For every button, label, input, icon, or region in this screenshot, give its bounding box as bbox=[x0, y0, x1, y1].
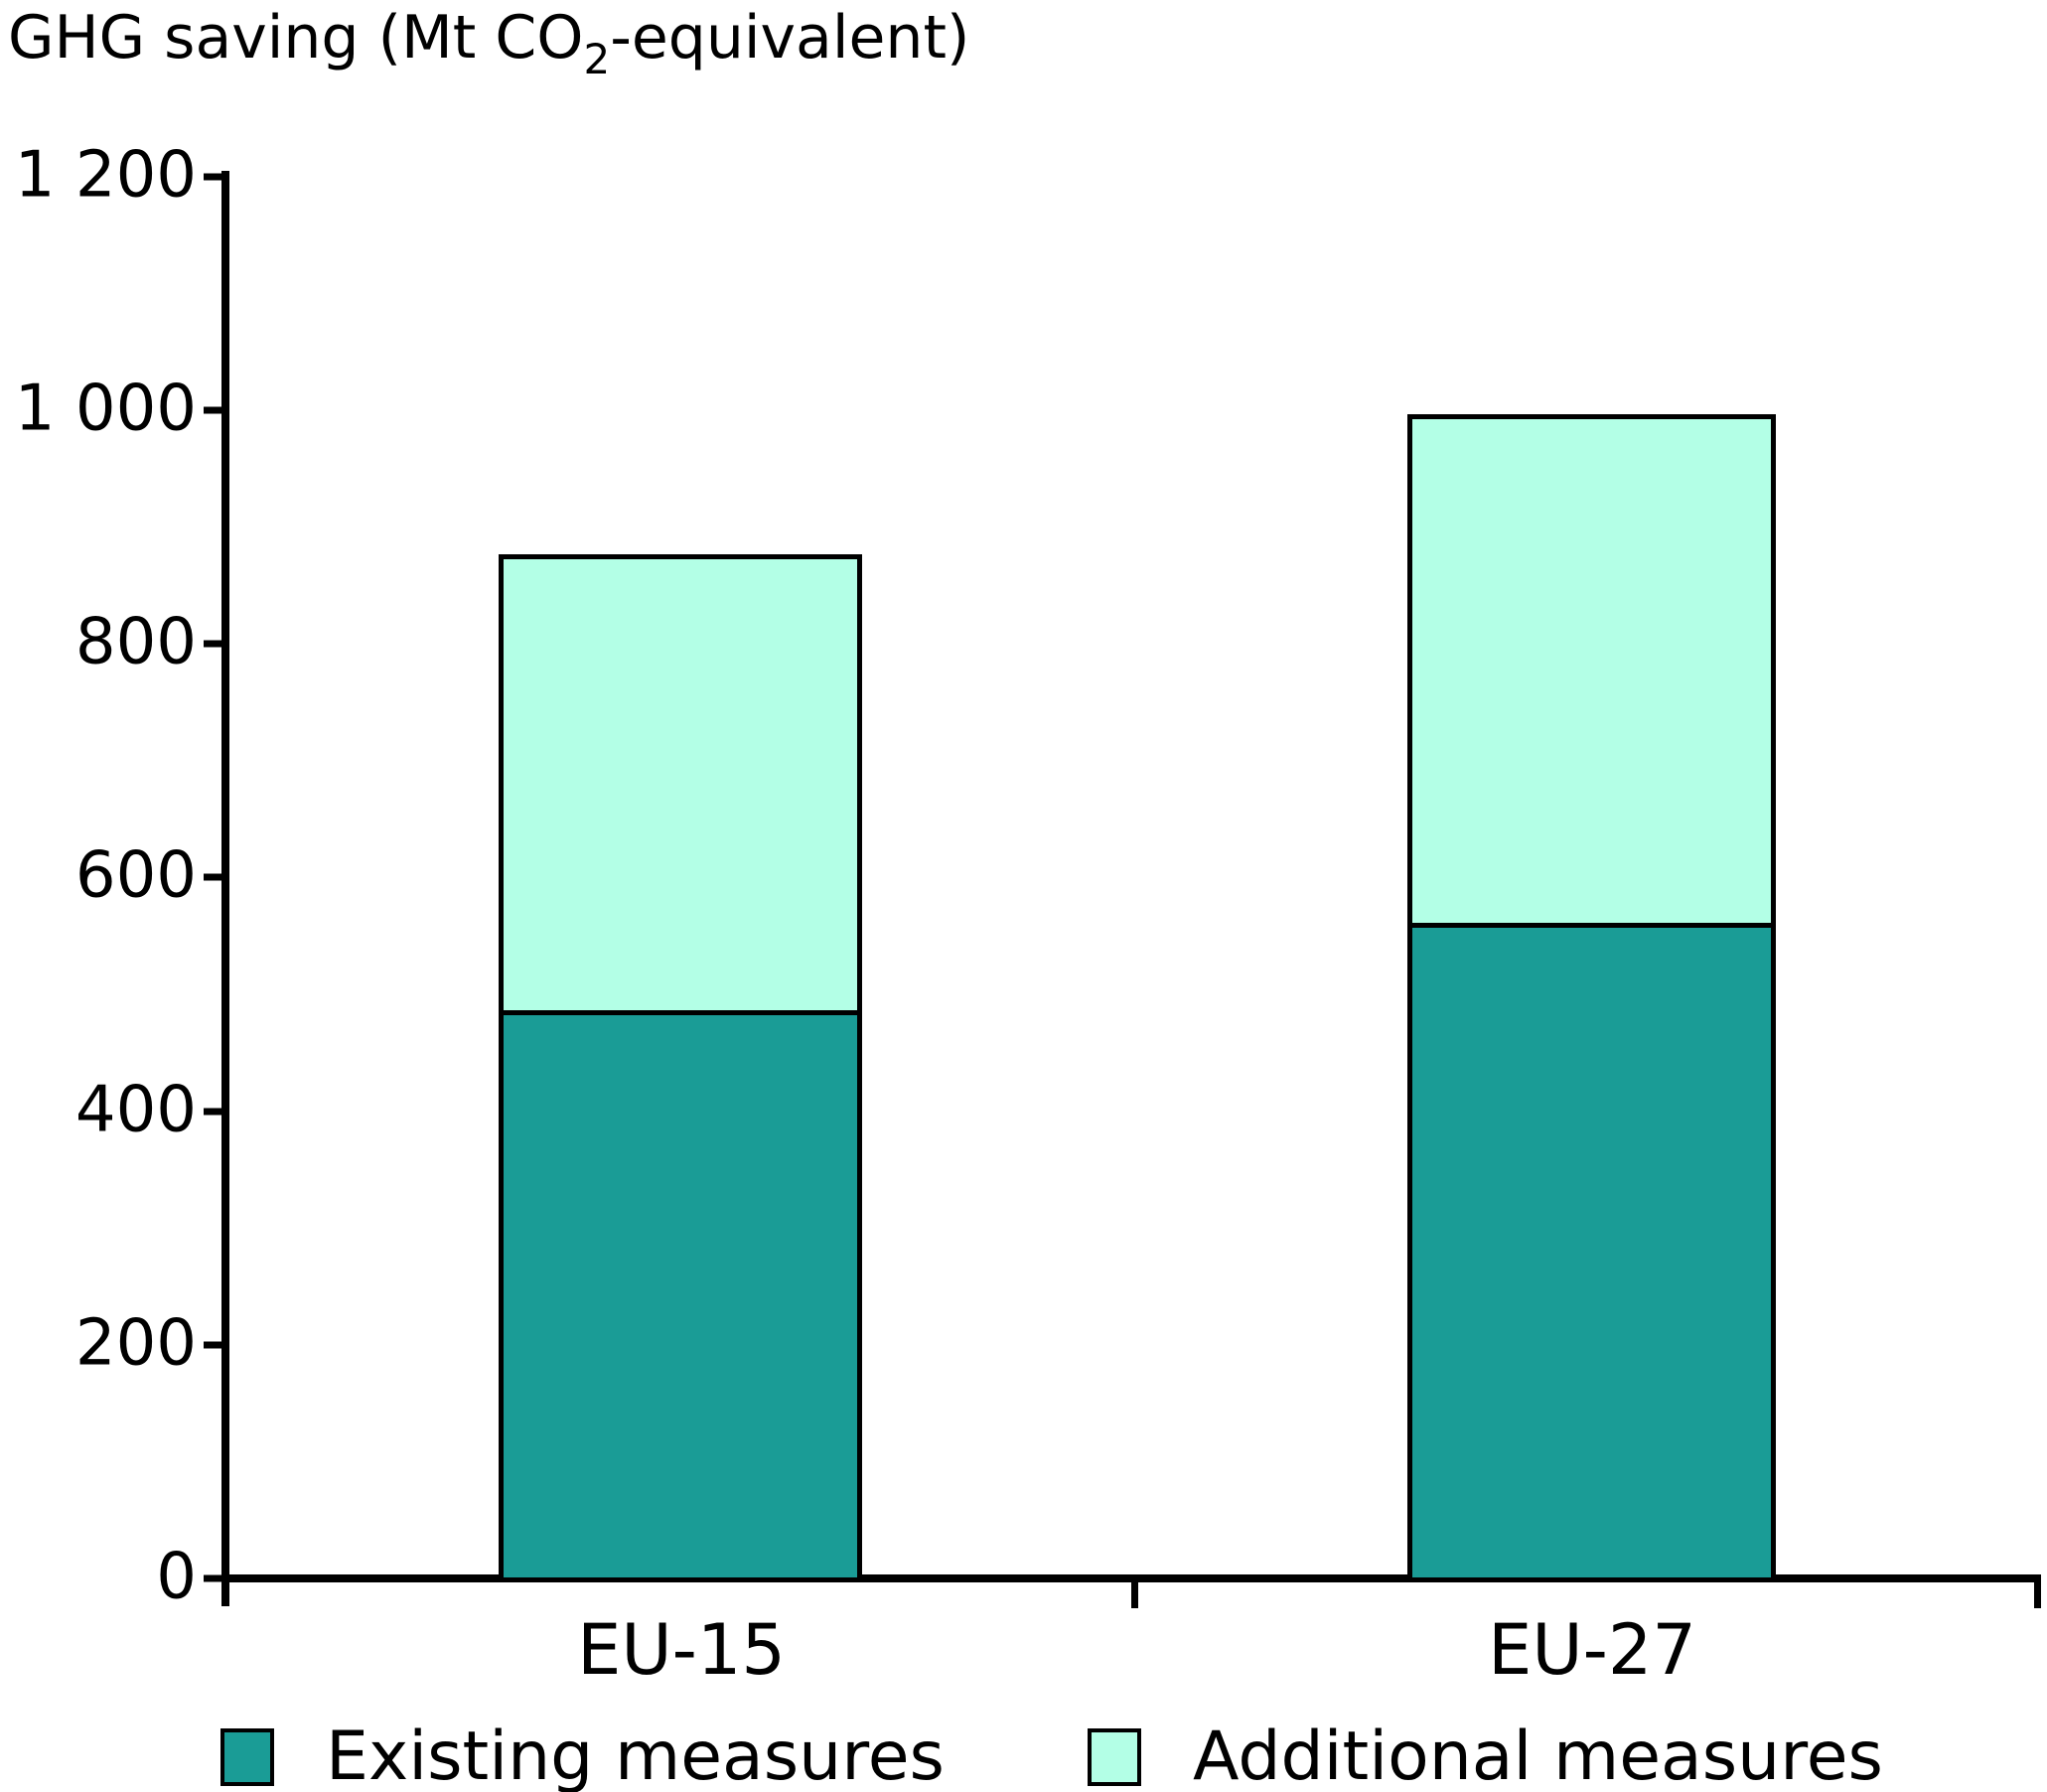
bar-segment-additional-measures bbox=[1412, 419, 1771, 928]
y-tick bbox=[204, 640, 223, 648]
y-tick-label: 400 bbox=[74, 1073, 197, 1147]
bar-eu-27 bbox=[1407, 414, 1776, 1582]
y-tick-label: 0 bbox=[156, 1540, 197, 1614]
y-tick bbox=[204, 873, 223, 881]
chart-title-suffix: -equivalent) bbox=[610, 3, 970, 73]
y-tick-label: 600 bbox=[74, 838, 197, 913]
legend-swatch-additional-measures bbox=[1088, 1728, 1141, 1786]
x-tick bbox=[2034, 1582, 2041, 1608]
legend-item-existing-measures: Existing measures bbox=[220, 1723, 945, 1791]
y-tick-label: 800 bbox=[74, 605, 197, 679]
legend-swatch-existing-measures bbox=[220, 1728, 274, 1786]
chart-title-subscript: 2 bbox=[583, 35, 611, 83]
bar-segment-additional-measures bbox=[504, 559, 857, 1015]
x-tick bbox=[1131, 1582, 1138, 1608]
bar-segment-existing-measures bbox=[504, 1015, 857, 1577]
category-label-eu-27: EU-27 bbox=[1488, 1609, 1696, 1691]
y-tick-label: 1 000 bbox=[14, 372, 197, 446]
y-tick-label: 1 200 bbox=[14, 138, 197, 213]
bar-eu-15 bbox=[499, 554, 862, 1582]
y-tick bbox=[204, 1108, 223, 1116]
y-tick bbox=[204, 1574, 223, 1582]
chart-title: GHG saving (Mt CO2-equivalent) bbox=[8, 2, 970, 80]
y-axis-line bbox=[221, 171, 229, 1606]
y-tick-label: 200 bbox=[74, 1306, 197, 1381]
y-tick bbox=[204, 406, 223, 414]
category-label-eu-15: EU-15 bbox=[577, 1609, 786, 1691]
legend-item-additional-measures: Additional measures bbox=[1088, 1723, 1883, 1791]
legend-label-existing-measures: Existing measures bbox=[326, 1717, 945, 1792]
x-axis-line bbox=[221, 1574, 2041, 1582]
legend-label-additional-measures: Additional measures bbox=[1193, 1717, 1883, 1792]
chart-title-text: GHG saving (Mt CO bbox=[8, 3, 584, 73]
bar-segment-existing-measures bbox=[1412, 928, 1771, 1577]
y-tick bbox=[204, 1341, 223, 1349]
y-tick bbox=[204, 173, 223, 181]
